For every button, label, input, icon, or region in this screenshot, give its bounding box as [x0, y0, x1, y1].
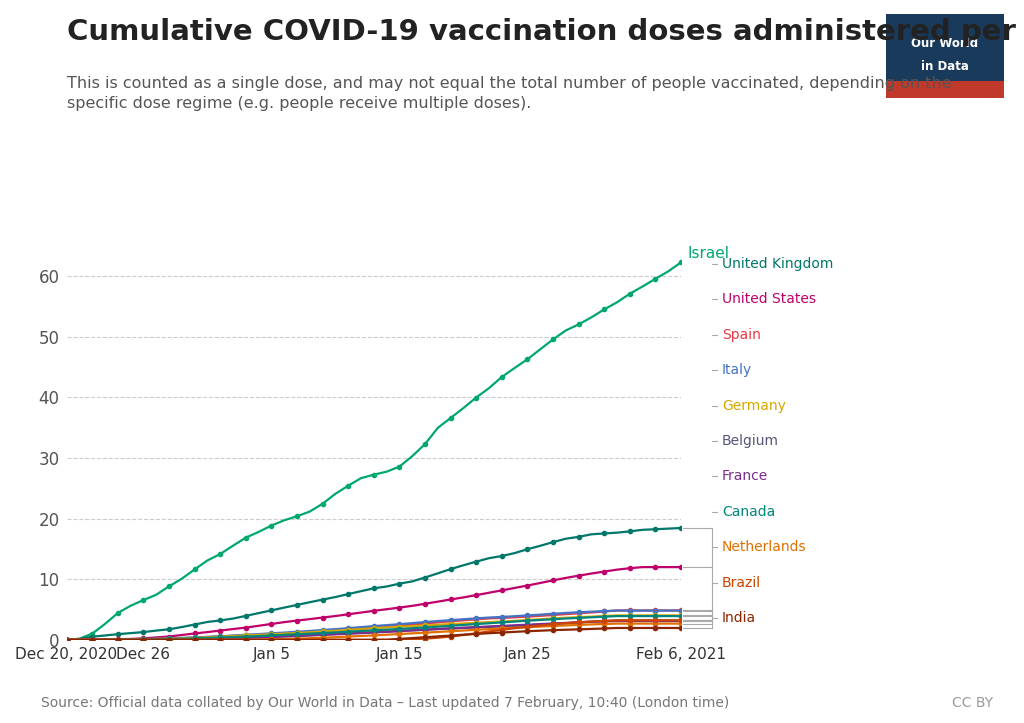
Text: France: France	[722, 469, 768, 484]
Text: Canada: Canada	[722, 505, 775, 519]
Text: India: India	[722, 611, 756, 625]
Text: United Kingdom: United Kingdom	[722, 257, 834, 271]
FancyBboxPatch shape	[886, 81, 1004, 98]
Text: Brazil: Brazil	[722, 576, 761, 590]
FancyBboxPatch shape	[886, 14, 1004, 98]
Text: Germany: Germany	[722, 398, 785, 413]
Text: Netherlands: Netherlands	[722, 540, 807, 555]
Text: Israel: Israel	[687, 246, 729, 260]
Text: Cumulative COVID-19 vaccination doses administered per 100 people: Cumulative COVID-19 vaccination doses ad…	[67, 18, 1024, 46]
Text: Spain: Spain	[722, 328, 761, 342]
Text: United States: United States	[722, 292, 816, 307]
Text: This is counted as a single dose, and may not equal the total number of people v: This is counted as a single dose, and ma…	[67, 76, 951, 111]
Text: CC BY: CC BY	[952, 696, 993, 710]
Text: Source: Official data collated by Our World in Data – Last updated 7 February, 1: Source: Official data collated by Our Wo…	[41, 696, 729, 710]
Text: Italy: Italy	[722, 363, 753, 377]
Text: Belgium: Belgium	[722, 434, 779, 448]
Text: Our World: Our World	[911, 37, 978, 50]
Text: in Data: in Data	[921, 59, 969, 72]
